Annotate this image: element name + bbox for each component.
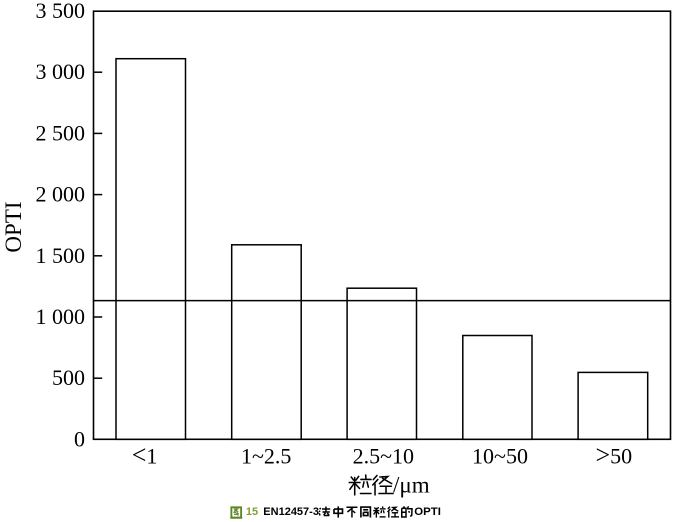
- svg-text:3 500: 3 500: [36, 0, 86, 23]
- svg-text:0: 0: [74, 426, 85, 451]
- svg-text:1~2.5: 1~2.5: [241, 444, 291, 469]
- svg-text:10~50: 10~50: [472, 444, 528, 469]
- svg-text:>50: >50: [595, 441, 632, 470]
- svg-text:OPTI: OPTI: [1, 201, 26, 252]
- svg-text:2 000: 2 000: [36, 182, 86, 207]
- svg-text:1 000: 1 000: [36, 304, 86, 329]
- svg-text:<1: <1: [132, 441, 158, 470]
- svg-text:1 500: 1 500: [36, 243, 86, 268]
- svg-text:/μm: /μm: [393, 472, 430, 497]
- svg-text:15: 15: [246, 506, 258, 518]
- svg-text:500: 500: [52, 365, 85, 390]
- svg-text:2 500: 2 500: [36, 120, 86, 145]
- svg-text:OPTI: OPTI: [414, 506, 441, 518]
- svg-text:2.5~10: 2.5~10: [353, 444, 414, 469]
- svg-text:EN12457-3: EN12457-3: [263, 506, 319, 518]
- svg-text:3 000: 3 000: [36, 59, 86, 84]
